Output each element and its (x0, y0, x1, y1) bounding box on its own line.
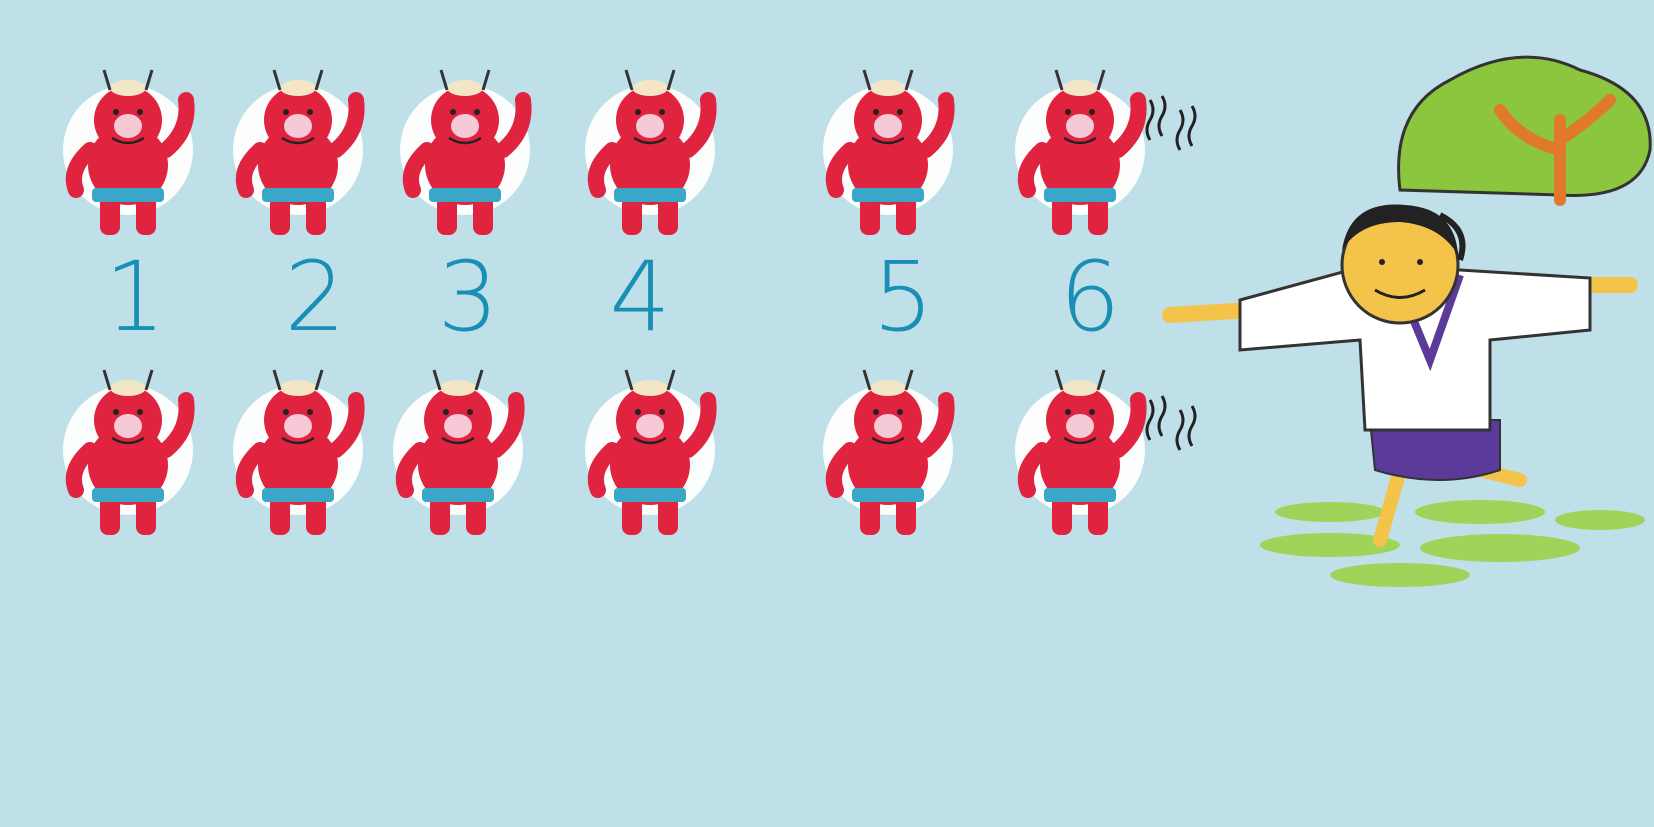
oni-figure (1015, 70, 1145, 235)
boy-character (1162, 204, 1638, 547)
oni-figure (585, 70, 715, 235)
oni-figure (393, 370, 523, 535)
number-3: 3 (437, 241, 498, 353)
oni-figure (63, 70, 193, 235)
oni-figure (1015, 370, 1145, 535)
oni-row-bottom (63, 370, 1197, 535)
motion-lines-icon (1145, 94, 1167, 142)
oni-figure (233, 370, 363, 535)
number-4: 4 (609, 241, 670, 353)
number-6: 6 (1059, 241, 1120, 353)
number-5: 5 (872, 241, 933, 353)
oni-figure (400, 70, 530, 235)
oni-figure (585, 370, 715, 535)
oni-figure (823, 70, 953, 235)
motion-lines-icon (1175, 104, 1197, 152)
number-row: 1 2 3 4 5 6 (104, 241, 1120, 353)
oni-figure (233, 70, 363, 235)
motion-lines-icon (1145, 394, 1167, 442)
oni-figure (63, 370, 193, 535)
motion-lines-icon (1175, 404, 1197, 452)
oni-figure (823, 370, 953, 535)
tree (1397, 55, 1652, 206)
oni-row-top (63, 70, 1197, 235)
grass (1260, 500, 1645, 587)
number-1: 1 (104, 241, 165, 353)
number-2: 2 (284, 241, 345, 353)
